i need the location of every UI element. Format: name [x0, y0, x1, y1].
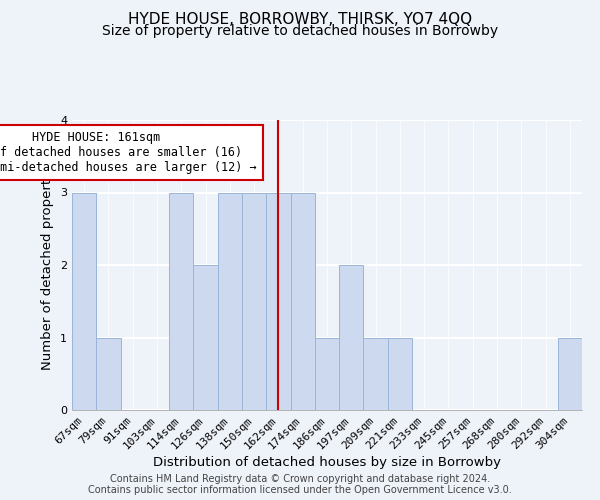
Text: HYDE HOUSE, BORROWBY, THIRSK, YO7 4QQ: HYDE HOUSE, BORROWBY, THIRSK, YO7 4QQ — [128, 12, 472, 28]
X-axis label: Distribution of detached houses by size in Borrowby: Distribution of detached houses by size … — [153, 456, 501, 469]
Bar — [339, 265, 364, 410]
Text: Contains public sector information licensed under the Open Government Licence v3: Contains public sector information licen… — [88, 485, 512, 495]
Bar — [388, 338, 412, 410]
Bar — [218, 192, 242, 410]
Bar — [72, 192, 96, 410]
Bar — [266, 192, 290, 410]
Bar — [193, 265, 218, 410]
Bar — [96, 338, 121, 410]
Bar — [364, 338, 388, 410]
Y-axis label: Number of detached properties: Number of detached properties — [41, 160, 55, 370]
Bar — [315, 338, 339, 410]
Text: Contains HM Land Registry data © Crown copyright and database right 2024.: Contains HM Land Registry data © Crown c… — [110, 474, 490, 484]
Text: Size of property relative to detached houses in Borrowby: Size of property relative to detached ho… — [102, 24, 498, 38]
Bar — [169, 192, 193, 410]
Bar — [558, 338, 582, 410]
Text: HYDE HOUSE: 161sqm
← 57% of detached houses are smaller (16)
43% of semi-detache: HYDE HOUSE: 161sqm ← 57% of detached hou… — [0, 131, 257, 174]
Bar — [290, 192, 315, 410]
Bar — [242, 192, 266, 410]
